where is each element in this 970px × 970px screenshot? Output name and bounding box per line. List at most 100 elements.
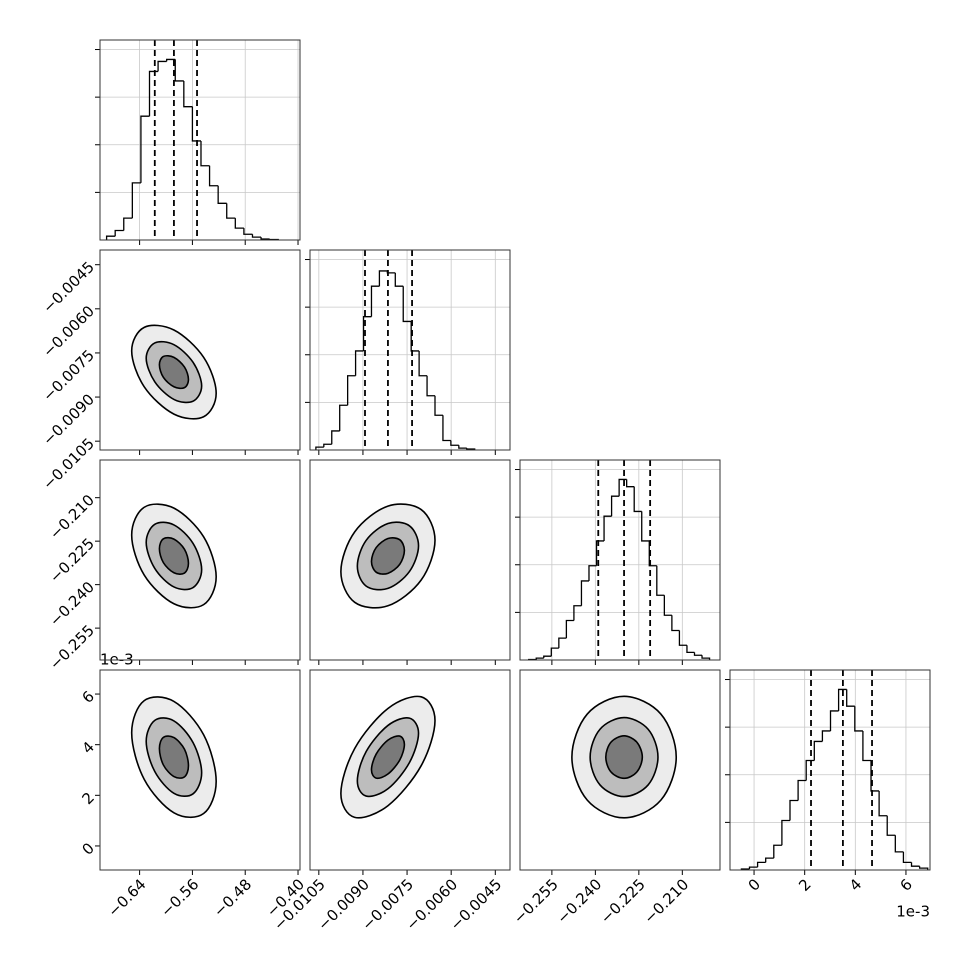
x-tick-label: −0.255 (510, 875, 562, 927)
histogram-bin (641, 511, 650, 542)
x-tick-label: −0.56 (157, 875, 202, 920)
y-tick-label: −0.255 (46, 621, 98, 673)
histogram-bin (902, 851, 912, 864)
x-tick-label: −0.64 (104, 875, 149, 920)
histogram-bin (123, 217, 133, 231)
contour-group (571, 695, 678, 819)
histogram-bin (797, 779, 807, 801)
panel-frame (99, 459, 301, 661)
panel-frame (729, 669, 931, 871)
histogram-bin (656, 565, 665, 596)
histogram-bin (663, 595, 672, 616)
histogram-bin (846, 689, 855, 707)
contour (158, 536, 190, 575)
histogram-bin (260, 237, 270, 240)
histogram (105, 40, 279, 240)
offset-label: 1e-3 (896, 903, 930, 921)
histogram-bin (918, 866, 929, 870)
y-tick-label: 4 (79, 738, 98, 757)
histogram-bin (354, 350, 364, 376)
histogram-bin (339, 404, 348, 431)
histogram-bin (543, 655, 552, 659)
x-tick-label: −0.240 (553, 875, 605, 927)
histogram-bin (234, 218, 244, 229)
x-tick-label: −0.225 (597, 875, 649, 927)
panel-frame (519, 669, 721, 871)
histogram-bin (251, 234, 262, 238)
contour (158, 354, 190, 390)
histogram-bin (323, 443, 332, 448)
y-tick-label: 0 (79, 839, 98, 858)
histogram-bin (105, 235, 116, 240)
histogram-bin (558, 637, 567, 649)
histogram-bin (595, 540, 605, 566)
histogram-bin (208, 165, 219, 187)
histogram-bin (191, 106, 201, 142)
histogram-bin (370, 285, 380, 317)
histogram-bin (633, 486, 642, 513)
histogram-bin (183, 80, 193, 108)
histogram-bin (870, 760, 880, 792)
histogram-bin (434, 395, 443, 416)
x-tick-label: −0.48 (210, 875, 255, 920)
contour-group (340, 695, 436, 819)
histogram (740, 670, 929, 870)
contour-group (130, 503, 217, 609)
histogram-bin (315, 446, 324, 450)
histogram-bin (226, 203, 236, 219)
y-tick-label: −0.240 (46, 578, 98, 630)
contour-group (340, 503, 436, 609)
contour (604, 735, 644, 780)
x-tick-label: 6 (896, 875, 915, 894)
histogram-bin (217, 185, 227, 204)
histogram-bin (886, 815, 896, 836)
histogram-bin (701, 655, 711, 660)
histogram-bin (200, 140, 210, 167)
histogram-bin (588, 565, 597, 581)
histogram-bin (550, 647, 559, 657)
histogram-bin (565, 619, 574, 639)
panel-frame (99, 249, 301, 451)
histogram-bin (346, 375, 356, 406)
y-tick-label: 6 (79, 687, 98, 706)
histogram-bin (331, 430, 340, 445)
histogram-bin (773, 844, 782, 859)
histogram-bin (821, 730, 831, 742)
histogram-bin (603, 515, 612, 541)
histogram-bin (131, 182, 141, 219)
histogram-bin (362, 316, 372, 351)
histogram-bin (402, 286, 412, 323)
histogram-bin (837, 688, 847, 711)
histogram-bin (678, 630, 687, 646)
contour (158, 735, 190, 779)
histogram-bin (535, 657, 544, 660)
histogram-bin (910, 862, 920, 867)
histogram-bin (114, 229, 124, 237)
panel-frame (309, 249, 511, 451)
histogram-bin (626, 479, 635, 488)
histogram-bin (450, 440, 459, 446)
panel-frame (519, 459, 721, 661)
histogram-bin (580, 580, 589, 606)
contour (370, 735, 406, 780)
histogram-bin (610, 495, 620, 517)
histogram-bin (789, 799, 799, 821)
histogram-bin (829, 710, 839, 731)
histogram-bin (458, 445, 467, 449)
y-tick-label: −0.225 (46, 534, 98, 586)
panel-frame (309, 669, 511, 871)
histogram-bin (765, 857, 774, 863)
histogram-bin (686, 645, 695, 654)
histogram-bin (854, 706, 863, 732)
panel-frame (309, 459, 511, 661)
histogram-bin (174, 59, 184, 82)
histogram-bin (166, 58, 176, 62)
histogram-bin (693, 652, 703, 656)
histogram (315, 250, 476, 450)
x-tick-label: 0 (745, 875, 764, 894)
x-tick-label: 4 (846, 875, 865, 894)
panel-frame (99, 39, 301, 241)
histogram-bin (671, 615, 680, 632)
histogram (528, 460, 711, 660)
